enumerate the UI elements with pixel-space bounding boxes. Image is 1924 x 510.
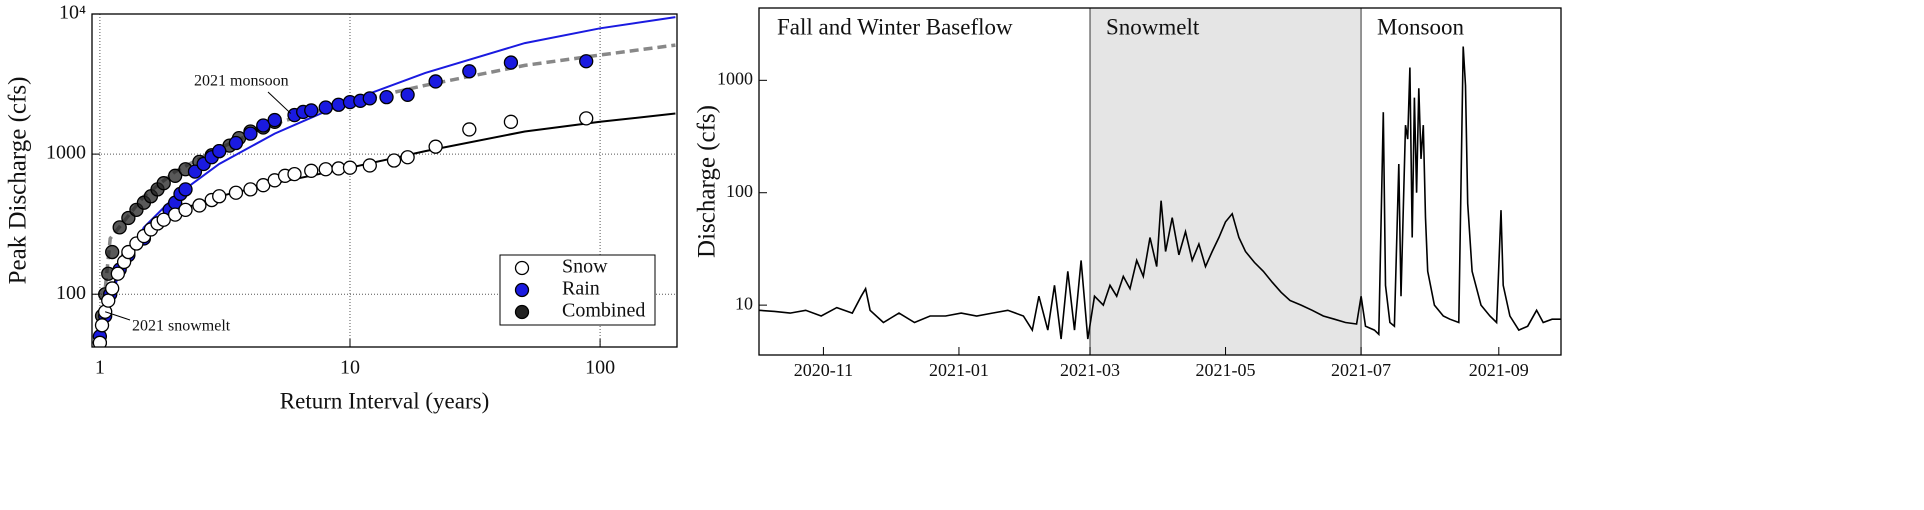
point	[428, 74, 443, 89]
point	[105, 281, 120, 296]
point	[156, 176, 171, 191]
period-label: Monsoon	[1377, 14, 1464, 39]
point	[579, 111, 594, 126]
point	[400, 150, 415, 165]
point	[428, 139, 443, 154]
point	[579, 54, 594, 69]
point	[462, 122, 477, 137]
legend-label: Combined	[562, 300, 645, 322]
point	[379, 89, 394, 105]
point	[400, 87, 415, 102]
y-tick-label: 100	[56, 282, 86, 304]
point	[243, 126, 258, 141]
annotation-leader	[105, 311, 131, 321]
point	[228, 185, 244, 200]
discharge-line	[759, 46, 1561, 340]
legend-marker	[514, 304, 530, 320]
y-axis-label: Peak Discharge (cfs)	[5, 77, 32, 285]
x-tick-label: 10	[340, 357, 360, 379]
point	[462, 64, 477, 79]
x-tick-label: 2021-03	[1060, 360, 1120, 380]
point	[362, 91, 377, 106]
x-tick-label: 2021-07	[1331, 360, 1391, 380]
x-tick-label: 100	[585, 357, 615, 379]
period-label: Snowmelt	[1106, 14, 1200, 39]
period-label: Fall and Winter Baseflow	[777, 14, 1013, 39]
point	[212, 143, 227, 159]
point	[178, 182, 193, 197]
point	[168, 168, 183, 183]
annotation-leader	[267, 91, 292, 114]
y-axis-label: Discharge (cfs)	[694, 105, 721, 258]
point	[503, 114, 519, 129]
x-axis-label: Return Interval (years)	[280, 388, 489, 413]
point	[256, 118, 271, 133]
point	[110, 266, 126, 281]
legend-marker	[514, 260, 530, 276]
y-tick-label: 10⁴	[59, 2, 86, 24]
y-tick-label: 100	[726, 181, 753, 201]
point	[386, 153, 402, 168]
point	[331, 97, 346, 112]
point	[105, 244, 120, 260]
point	[192, 198, 207, 213]
point	[228, 135, 244, 151]
point	[342, 160, 358, 175]
point	[318, 162, 333, 177]
x-tick-label: 2021-09	[1469, 360, 1529, 380]
point	[112, 220, 127, 235]
plot-area	[92, 16, 676, 347]
point	[101, 293, 116, 308]
x-tick-label: 2020-11	[794, 360, 853, 380]
y-tick-label: 1000	[46, 142, 86, 164]
y-tick-label: 1000	[717, 68, 753, 88]
x-tick-label: 2021-05	[1196, 360, 1256, 380]
x-tick-label: 1	[95, 357, 105, 379]
point	[243, 182, 258, 197]
point	[287, 166, 302, 182]
point	[94, 318, 110, 333]
point	[503, 55, 519, 70]
annotation: 2021 monsoon	[194, 73, 289, 90]
point	[304, 103, 319, 118]
legend-label: Rain	[562, 278, 600, 300]
legend-marker	[514, 282, 530, 298]
point	[92, 335, 108, 347]
annotation: 2021 snowmelt	[132, 318, 231, 335]
point	[362, 158, 377, 173]
axes-frame	[758, 7, 1562, 356]
period-shade	[1090, 8, 1362, 355]
point	[304, 163, 319, 178]
point	[267, 112, 282, 128]
point	[212, 189, 227, 204]
point	[178, 202, 193, 218]
plot-area	[759, 46, 1561, 340]
y-tick-label: 10	[735, 293, 753, 313]
legend-label: Snow	[562, 256, 608, 278]
x-tick-label: 2021-01	[929, 360, 989, 380]
point	[318, 100, 333, 115]
axes-frame	[91, 13, 678, 348]
